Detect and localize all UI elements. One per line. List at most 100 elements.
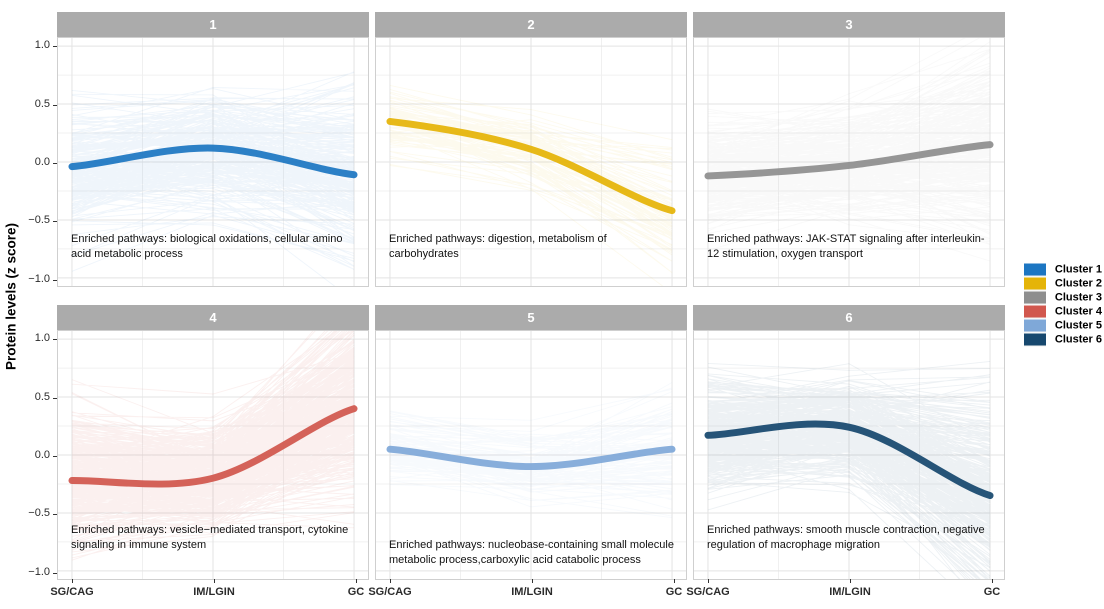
x-tick-mark <box>355 579 357 583</box>
facet-strip: 1 <box>57 12 369 37</box>
legend-key <box>1023 333 1046 346</box>
x-tick-label: SG/CAG <box>686 586 730 598</box>
y-tick-mark <box>53 279 57 281</box>
spaghetti-lines <box>71 331 355 561</box>
legend-item: Cluster 4 <box>1023 305 1102 318</box>
x-tick-mark <box>532 579 533 583</box>
y-tick-mark <box>53 456 57 457</box>
y-tick-label: 0.0 <box>34 449 50 461</box>
legend-swatch <box>1023 263 1046 276</box>
panel-annotation: Enriched pathways: smooth muscle contrac… <box>707 523 985 551</box>
x-tick-label: IM/LGIN <box>511 586 553 598</box>
y-tick-mark <box>53 46 57 48</box>
x-tick-label: IM/LGIN <box>829 586 871 598</box>
facet-strip: 2 <box>375 12 687 37</box>
facet-panel-4: 4 Enriched pathways: vesicle−mediated tra… <box>28 305 369 598</box>
legend-item: Cluster 6 <box>1023 333 1102 346</box>
y-tick-mark <box>53 572 57 574</box>
y-tick-label: −1.0 <box>28 565 50 578</box>
facet-chart <box>58 38 368 286</box>
y-tick-label: 1.0 <box>34 332 50 345</box>
trend-line <box>704 141 994 180</box>
legend-key <box>1023 305 1046 318</box>
trend-line <box>386 117 676 215</box>
y-tick-mark <box>53 514 57 516</box>
legend-item: Cluster 2 <box>1023 277 1102 290</box>
facet-plot: Enriched pathways: digestion, metabolism… <box>375 37 687 287</box>
facet-strip: 6 <box>693 305 1005 330</box>
legend-item: Cluster 5 <box>1023 319 1102 332</box>
facet-chart <box>58 331 368 579</box>
facet-strip: 4 <box>57 305 369 330</box>
legend-label: Cluster 1 <box>1054 263 1102 276</box>
legend-label: Cluster 3 <box>1054 291 1102 304</box>
legend-label: Cluster 4 <box>1054 305 1102 318</box>
x-tick-label: GC <box>983 586 1001 598</box>
x-tick-label: GC <box>665 586 683 598</box>
x-tick-mark <box>390 579 392 583</box>
y-tick-label: 0.5 <box>34 97 50 110</box>
facet-panel-1: 1 Enriched pathways: biological oxidation… <box>28 12 369 287</box>
facet-chart <box>694 331 1004 579</box>
y-tick-label: −0.5 <box>28 507 50 520</box>
legend-key <box>1023 319 1046 332</box>
y-tick-label: 0.5 <box>34 390 50 403</box>
y-tick-label: −0.5 <box>28 214 50 227</box>
facet-panel-3: 3 Enriched pathways: JAK-STAT signaling a… <box>693 12 1005 287</box>
y-tick-label: 0.0 <box>34 156 50 168</box>
legend-label: Cluster 6 <box>1054 333 1102 346</box>
panel-annotation: Enriched pathways: digestion, metabolism… <box>389 232 607 260</box>
x-tick-label: GC <box>347 586 365 598</box>
x-tick-mark <box>72 579 74 583</box>
x-tick-mark <box>708 579 710 583</box>
panel-annotation: Enriched pathways: JAK-STAT signaling af… <box>707 232 985 260</box>
x-tick-mark <box>850 579 851 583</box>
legend-label: Cluster 5 <box>1054 319 1102 332</box>
x-tick-label: SG/CAG <box>50 586 94 598</box>
legend-swatch <box>1023 333 1046 346</box>
legend-label: Cluster 2 <box>1054 277 1102 290</box>
facet-plot: Enriched pathways: smooth muscle contrac… <box>686 330 1005 598</box>
y-tick-label: −1.0 <box>28 272 50 285</box>
legend-key <box>1023 277 1046 290</box>
legend: Cluster 1 Cluster 2 Cluster 3 Cluster 4 Clus… <box>1023 262 1102 347</box>
x-tick-mark <box>991 579 993 583</box>
legend-swatch <box>1023 277 1046 290</box>
trend-line <box>68 144 358 179</box>
legend-swatch <box>1023 305 1046 318</box>
x-tick-mark <box>214 579 215 583</box>
panel-annotation: Enriched pathways: nucleobase-containing… <box>389 538 674 566</box>
y-tick-mark <box>53 221 57 223</box>
facet-plot: Enriched pathways: biological oxidations… <box>28 37 369 287</box>
y-tick-mark <box>53 104 57 106</box>
x-tick-label: IM/LGIN <box>193 586 235 598</box>
legend-key <box>1023 263 1046 276</box>
y-tick-label: 1.0 <box>34 39 50 52</box>
facet-chart <box>376 331 686 579</box>
legend-swatch <box>1023 291 1046 304</box>
legend-swatch <box>1023 319 1046 332</box>
facet-plot: Enriched pathways: JAK-STAT signaling af… <box>693 37 1005 287</box>
legend-key <box>1023 291 1046 304</box>
facet-panel-6: 6 Enriched pathways: smooth muscle contra… <box>686 305 1005 598</box>
y-tick-mark <box>53 163 57 164</box>
x-tick-label: SG/CAG <box>368 586 412 598</box>
facet-plot: Enriched pathways: vesicle−mediated tran… <box>28 330 369 598</box>
facet-strip: 3 <box>693 12 1005 37</box>
facet-chart <box>376 38 686 286</box>
facet-panel-5: 5 Enriched pathways: nucleobase-containin… <box>368 305 687 598</box>
legend-item: Cluster 3 <box>1023 291 1102 304</box>
legend-item: Cluster 1 <box>1023 263 1102 276</box>
facet-chart <box>694 38 1004 286</box>
facet-strip: 5 <box>375 305 687 330</box>
y-tick-mark <box>53 339 57 341</box>
panel-annotation: Enriched pathways: biological oxidations… <box>71 232 343 260</box>
trend-line <box>704 420 994 500</box>
panels-grid: 1 Enriched pathways: biological oxidation… <box>28 12 1005 598</box>
trend-line <box>68 405 358 488</box>
facet-panel-2: 2 Enriched pathways: digestion, metabolis… <box>375 12 687 287</box>
panel-annotation: Enriched pathways: vesicle−mediated tran… <box>71 523 349 551</box>
y-tick-mark <box>53 397 57 399</box>
x-tick-mark <box>673 579 675 583</box>
